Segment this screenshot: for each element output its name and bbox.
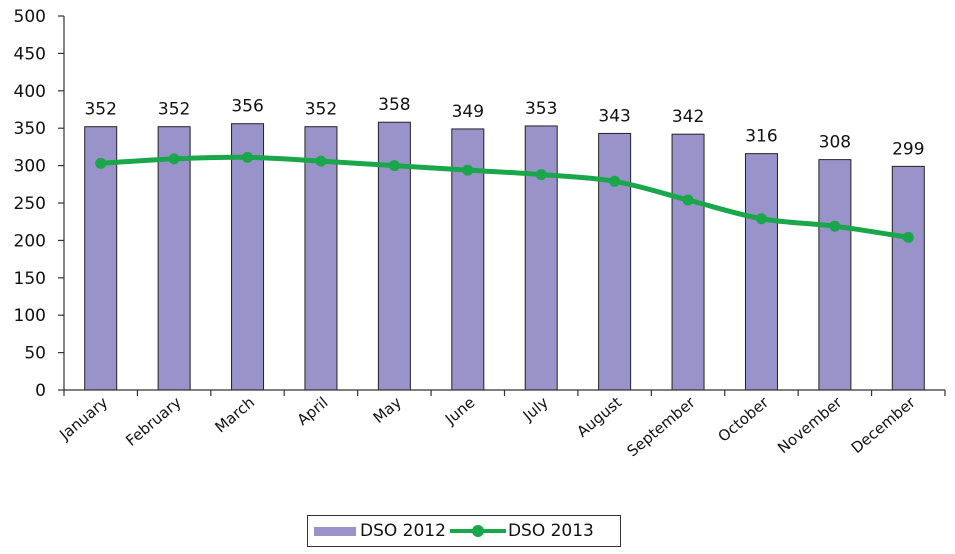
y-tick-label: 100 — [14, 306, 46, 326]
y-tick-label: 500 — [14, 7, 46, 27]
y-tick-label: 400 — [14, 82, 46, 102]
data-label: 358 — [378, 95, 410, 115]
x-tick-label: September — [624, 393, 700, 461]
line-point — [168, 153, 180, 165]
data-label: 356 — [231, 97, 263, 117]
line-point — [388, 160, 400, 172]
legend-line-label: DSO 2013 — [507, 521, 594, 541]
x-tick-label: August — [573, 393, 625, 441]
line-point — [829, 220, 841, 232]
y-tick-label: 0 — [35, 381, 46, 401]
legend-item-line: DSO 2013 — [446, 521, 594, 541]
line-point — [535, 169, 547, 181]
data-label: 349 — [452, 102, 484, 122]
x-tick-label: November — [774, 393, 846, 457]
bar — [598, 132, 632, 391]
line-point — [242, 151, 254, 163]
x-tick-label: May — [370, 393, 405, 427]
line-point — [462, 164, 474, 176]
bar — [524, 125, 558, 391]
data-label: 316 — [745, 127, 777, 147]
y-tick-label: 200 — [14, 231, 46, 251]
bar — [231, 123, 265, 391]
x-axis: January February March April May June July Augu… — [55, 389, 946, 461]
line-point — [95, 157, 107, 169]
x-tick-label: October — [714, 393, 772, 446]
x-tick-label: April — [294, 393, 332, 429]
x-tick-label: December — [848, 393, 920, 457]
y-tick-label: 450 — [14, 44, 46, 64]
line-point — [902, 231, 914, 243]
y-tick-label: 150 — [14, 269, 46, 289]
line-point — [315, 155, 327, 167]
legend-bar-label: DSO 2012 — [360, 521, 446, 541]
y-tick-label: 350 — [14, 119, 46, 139]
data-label: 352 — [305, 100, 337, 120]
bar — [891, 165, 925, 391]
line-point — [682, 194, 694, 206]
data-label: 343 — [598, 106, 630, 126]
y-tick-label: 50 — [24, 344, 46, 364]
bar — [818, 159, 852, 391]
legend-bar-swatch — [314, 526, 356, 536]
bar — [157, 126, 191, 391]
bar-series — [84, 121, 925, 391]
x-tick-label: January — [55, 393, 111, 444]
line-path — [98, 154, 911, 240]
x-tick-label: March — [212, 393, 259, 436]
y-tick-label: 250 — [14, 194, 46, 214]
x-tick-label: July — [519, 393, 552, 425]
data-label: 299 — [892, 139, 924, 159]
line-point — [755, 213, 767, 225]
line-point — [609, 175, 621, 187]
data-label: 342 — [672, 107, 704, 127]
data-label: 308 — [819, 133, 851, 153]
bar — [304, 126, 338, 391]
bar — [671, 133, 705, 391]
data-labels: 352 352 356 352 358 349 353 343 342 316 308 299 — [84, 95, 924, 159]
data-label: 353 — [525, 99, 557, 119]
bar — [84, 126, 118, 391]
x-tick-label: June — [441, 393, 478, 428]
y-axis: 0 50 100 150 200 250 300 350 400 450 500 — [14, 7, 65, 401]
y-tick-label: 300 — [14, 157, 46, 177]
data-label: 352 — [158, 100, 190, 120]
data-label: 352 — [84, 100, 116, 120]
x-tick-label: February — [122, 393, 185, 450]
legend-item-bar: DSO 2012 — [308, 521, 446, 541]
bar — [744, 153, 778, 391]
legend-line-swatch — [449, 524, 506, 538]
legend: DSO 2012 DSO 2013 — [307, 515, 621, 547]
line-series — [95, 151, 914, 243]
